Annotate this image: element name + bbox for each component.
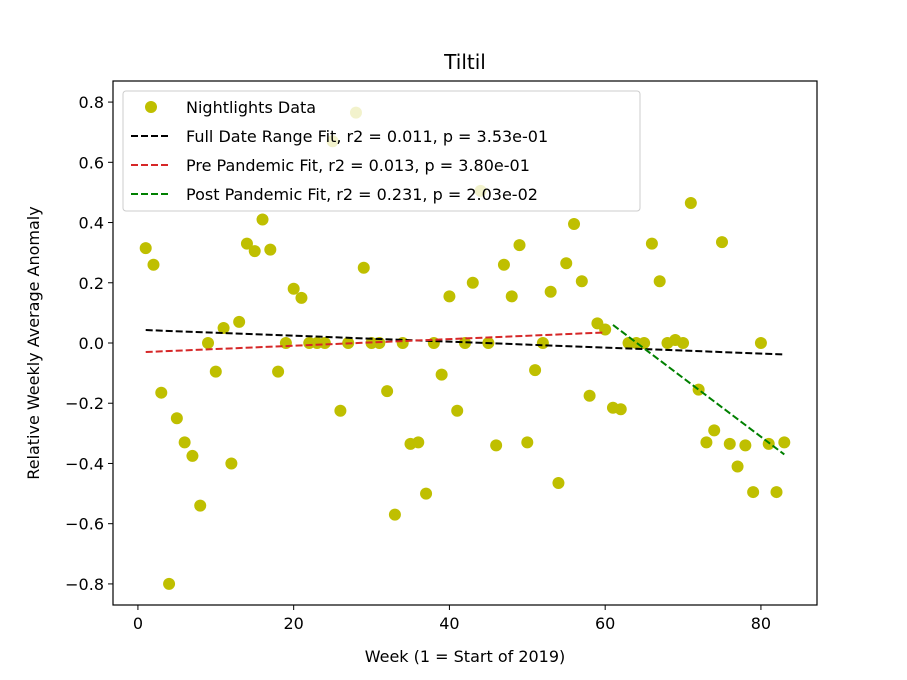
data-point <box>575 275 588 288</box>
data-point <box>568 218 581 231</box>
data-point <box>599 323 612 336</box>
x-axis: 0 20 40 60 80 <box>133 605 771 633</box>
plot-area <box>139 106 791 590</box>
x-tick-label: 0 <box>133 614 143 633</box>
y-tick-label: 0.2 <box>79 274 104 293</box>
data-point <box>163 577 176 590</box>
data-point <box>233 315 246 328</box>
y-tick-label: 0.0 <box>79 334 104 353</box>
data-point <box>287 282 300 295</box>
y-tick-label: −0.4 <box>65 454 104 473</box>
y-tick-label: −0.2 <box>65 394 104 413</box>
data-point <box>754 337 767 349</box>
data-point <box>490 439 503 452</box>
y-tick-label: 0.4 <box>79 214 104 233</box>
data-point <box>272 365 285 378</box>
data-point <box>334 404 347 417</box>
data-point <box>443 290 456 303</box>
data-point <box>536 337 549 349</box>
legend-label: Post Pandemic Fit, r2 = 0.231, p = 2.03e… <box>186 185 538 204</box>
data-point <box>700 436 713 449</box>
legend-label: Pre Pandemic Fit, r2 = 0.013, p = 3.80e-… <box>186 156 530 175</box>
chart-title: Tiltil <box>443 50 486 74</box>
data-point <box>194 499 207 512</box>
post-pandemic-fit-line <box>612 324 785 456</box>
legend-label: Full Date Range Fit, r2 = 0.011, p = 3.5… <box>186 127 548 146</box>
data-point <box>178 436 191 449</box>
data-point <box>412 436 425 449</box>
data-point <box>513 239 526 252</box>
y-axis-label: Relative Weekly Average Anomaly <box>24 206 43 479</box>
data-point <box>723 437 736 450</box>
data-point <box>684 196 697 209</box>
data-point <box>256 213 269 226</box>
x-tick-label: 20 <box>283 614 303 633</box>
y-tick-label: 0.8 <box>79 93 104 112</box>
data-point <box>240 237 253 250</box>
x-axis-label: Week (1 = Start of 2019) <box>365 647 566 666</box>
y-axis: −0.8 −0.6 −0.4 −0.2 0.0 0.2 0.4 0.6 0.8 <box>65 93 113 594</box>
data-point <box>614 403 627 416</box>
data-point <box>778 436 791 449</box>
data-point <box>155 386 168 399</box>
data-point <box>357 261 370 274</box>
data-point <box>248 245 261 258</box>
data-point <box>638 337 651 349</box>
y-tick-label: −0.6 <box>65 515 104 534</box>
x-tick-label: 40 <box>439 614 459 633</box>
data-point <box>583 389 596 402</box>
data-point <box>708 424 721 437</box>
data-point <box>552 477 565 490</box>
data-point <box>466 276 479 289</box>
legend: Nightlights Data Full Date Range Fit, r2 … <box>122 90 641 212</box>
data-point <box>731 460 744 473</box>
data-point <box>770 486 783 499</box>
data-point <box>497 258 510 271</box>
data-point <box>225 457 238 470</box>
full-fit-line <box>145 329 785 356</box>
data-point <box>505 290 518 303</box>
data-point <box>747 486 760 499</box>
legend-label: Nightlights Data <box>186 98 316 117</box>
data-point <box>170 412 183 425</box>
data-point <box>529 364 542 377</box>
data-point <box>217 321 230 334</box>
data-point <box>521 436 534 449</box>
data-point <box>147 258 160 271</box>
y-tick-label: 0.6 <box>79 153 104 172</box>
x-tick-label: 80 <box>751 614 771 633</box>
data-point <box>388 508 401 521</box>
data-point <box>435 368 448 381</box>
data-point <box>715 236 728 249</box>
data-point <box>544 285 557 298</box>
legend-box <box>122 90 641 212</box>
y-tick-label: −0.8 <box>65 575 104 594</box>
data-point <box>739 439 752 452</box>
data-point <box>653 275 666 288</box>
data-point <box>295 291 308 304</box>
data-point <box>318 337 331 349</box>
legend-marker <box>145 101 157 113</box>
pre-pandemic-fit-line <box>145 331 606 354</box>
data-point <box>677 337 690 349</box>
data-point <box>139 242 152 255</box>
data-point <box>420 487 433 500</box>
data-point <box>451 404 464 417</box>
data-point <box>645 237 658 250</box>
data-point <box>560 257 573 270</box>
data-point <box>459 337 471 349</box>
data-point <box>209 365 222 378</box>
x-tick-label: 60 <box>595 614 615 633</box>
data-point <box>186 449 199 462</box>
data-point <box>381 385 394 398</box>
data-point <box>264 243 277 256</box>
data-point <box>202 337 215 349</box>
